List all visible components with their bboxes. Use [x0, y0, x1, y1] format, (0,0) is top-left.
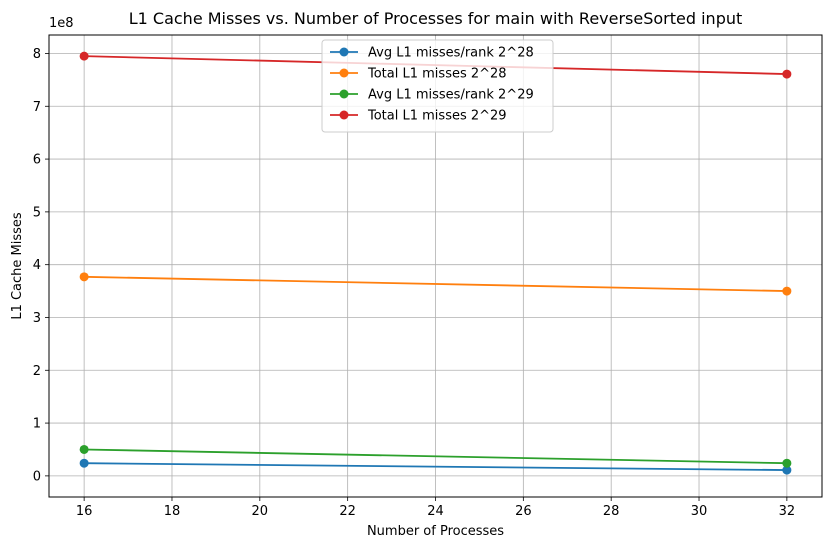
y-tick-label: 3	[33, 311, 41, 326]
legend-item: Total L1 misses 2^29	[330, 109, 507, 124]
legend-item: Avg L1 misses/rank 2^29	[330, 88, 534, 103]
series-line	[84, 275, 787, 292]
x-axis-ticks: 16 18 20 22 24 26 28 30 32	[76, 497, 795, 519]
legend-item: Avg L1 misses/rank 2^28	[330, 46, 534, 61]
y-axis-label: L1 Cache Misses	[10, 212, 25, 320]
data-point	[79, 272, 89, 282]
series-2	[79, 272, 792, 296]
x-tick-label: 16	[76, 504, 93, 519]
x-tick-label: 26	[515, 504, 532, 519]
legend-marker	[339, 89, 349, 99]
x-tick-label: 32	[779, 504, 796, 519]
y-axis-ticks: 0 1 2 3 4 5 6 7 8	[33, 47, 49, 484]
data-point	[782, 69, 792, 79]
legend-label: Total L1 misses 2^29	[367, 109, 507, 124]
x-tick-label: 28	[603, 504, 620, 519]
data-point	[782, 458, 792, 468]
legend-item: Total L1 misses 2^28	[330, 67, 507, 82]
legend-label: Total L1 misses 2^28	[367, 67, 507, 82]
series-1	[79, 458, 792, 475]
x-tick-label: 20	[252, 504, 269, 519]
data-point	[79, 444, 89, 454]
series-3	[79, 444, 792, 468]
y-tick-label: 0	[33, 469, 41, 484]
legend-label: Avg L1 misses/rank 2^28	[368, 46, 534, 61]
data-point	[79, 458, 89, 468]
y-tick-label: 1	[33, 417, 41, 432]
y-tick-label: 4	[33, 258, 41, 273]
y-tick-label: 8	[33, 47, 41, 62]
y-tick-label: 7	[33, 100, 41, 115]
data-point	[782, 286, 792, 296]
legend-box	[321, 39, 554, 133]
x-tick-label: 30	[691, 504, 708, 519]
x-axis-label: Number of Processes	[367, 524, 504, 539]
x-tick-label: 18	[164, 504, 181, 519]
series-line	[84, 448, 787, 465]
data-point	[79, 51, 89, 61]
legend-marker	[339, 47, 349, 57]
y-tick-label: 2	[33, 364, 41, 379]
x-tick-label: 24	[427, 504, 444, 519]
legend: Avg L1 misses/rank 2^28 Total L1 misses 2…	[321, 39, 554, 133]
series-lines	[79, 51, 792, 475]
data-point	[782, 465, 792, 475]
x-tick-label: 22	[339, 504, 356, 519]
y-tick-label: 6	[33, 153, 41, 168]
legend-marker	[339, 68, 349, 78]
legend-label: Avg L1 misses/rank 2^29	[368, 88, 534, 103]
chart-title: L1 Cache Misses vs. Number of Processes …	[129, 9, 743, 28]
y-axis-scale-note: 1e8	[49, 16, 74, 31]
legend-marker	[339, 110, 349, 120]
y-tick-label: 5	[33, 205, 41, 220]
series-line	[84, 462, 787, 471]
